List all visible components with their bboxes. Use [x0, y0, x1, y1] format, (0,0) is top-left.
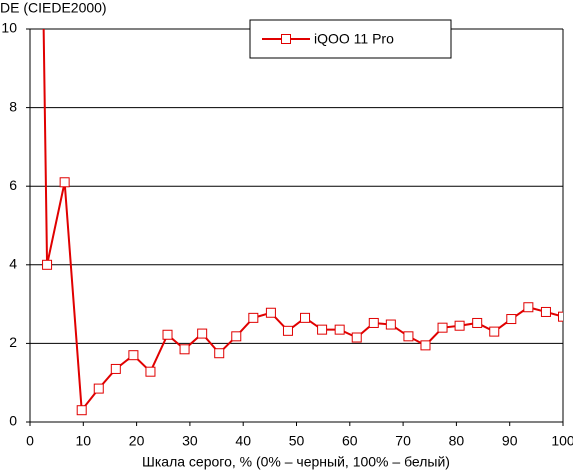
point-marker — [558, 311, 563, 322]
point-marker — [437, 322, 448, 333]
point-marker — [145, 366, 156, 377]
point-marker — [265, 307, 276, 318]
point-marker — [368, 317, 379, 328]
point-marker — [472, 317, 483, 328]
point-marker — [489, 326, 500, 337]
x-tick-label: 80 — [449, 433, 465, 449]
point-marker — [540, 306, 551, 317]
y-tick-label: 10 — [1, 20, 17, 36]
y-tick-label: 8 — [9, 98, 17, 114]
x-tick-label: 60 — [342, 433, 358, 449]
point-marker — [93, 383, 104, 394]
point-marker — [506, 314, 517, 325]
point-marker — [214, 348, 225, 359]
y-tick-label: 0 — [9, 413, 17, 429]
point-marker — [179, 344, 190, 355]
x-tick-label: 100 — [551, 433, 573, 449]
point-marker — [76, 405, 87, 416]
y-tick-label: 6 — [9, 177, 17, 193]
point-marker — [420, 340, 431, 351]
x-tick-label: 50 — [289, 433, 305, 449]
point-marker — [351, 332, 362, 343]
series-line — [42, 29, 563, 413]
point-marker — [231, 331, 242, 342]
point-marker — [42, 259, 53, 270]
point-marker — [59, 177, 70, 188]
point-marker — [300, 312, 311, 323]
point-marker — [128, 350, 139, 361]
x-axis-title: Шкала серого, % (0% – черный, 100% – бел… — [142, 454, 450, 470]
point-marker — [248, 312, 259, 323]
point-marker — [317, 324, 328, 335]
x-tick-label: 70 — [395, 433, 411, 449]
point-marker — [197, 328, 208, 339]
legend-label: iQOO 11 Pro — [314, 31, 394, 47]
x-tick-label: 90 — [502, 433, 518, 449]
point-marker — [403, 331, 414, 342]
x-tick-label: 20 — [129, 433, 145, 449]
y-axis-title: DE (CIEDE2000) — [0, 0, 107, 16]
x-tick-label: 10 — [76, 433, 92, 449]
x-tick-label: 30 — [182, 433, 198, 449]
y-tick-label: 2 — [9, 334, 17, 350]
point-marker — [282, 325, 293, 336]
point-marker — [385, 319, 396, 330]
x-tick-label: 40 — [235, 433, 251, 449]
point-marker — [162, 329, 173, 340]
point-marker — [334, 324, 345, 335]
plot-area — [42, 29, 563, 416]
x-tick-label: 0 — [26, 433, 34, 449]
legend-marker — [281, 34, 291, 44]
y-tick-label: 4 — [9, 256, 17, 272]
point-marker — [523, 302, 534, 313]
point-marker — [110, 363, 121, 374]
point-marker — [454, 320, 465, 331]
